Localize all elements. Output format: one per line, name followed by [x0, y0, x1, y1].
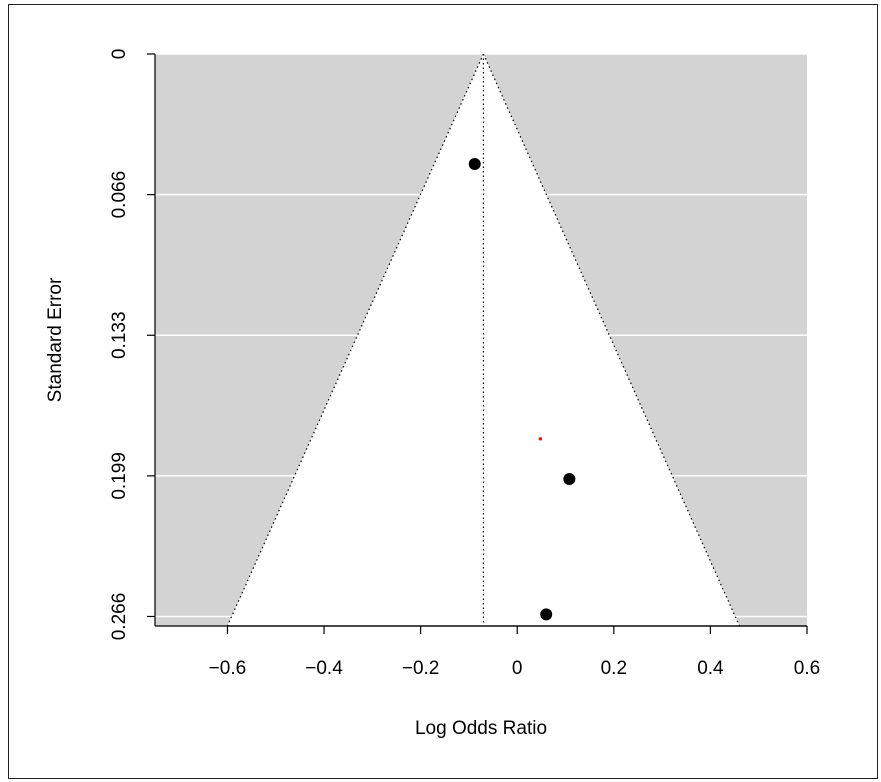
funnel-edge-left	[226, 53, 484, 627]
study-point	[468, 157, 481, 170]
funnel-edge-right	[482, 53, 741, 627]
x-axis-title: Log Odds Ratio	[415, 718, 547, 739]
x-tick-label: 0.6	[794, 658, 820, 679]
y-tick-label: 0.266	[109, 593, 130, 641]
x-tick-label: 0.2	[601, 658, 627, 679]
y-tick-label: 0.066	[109, 171, 130, 219]
x-tick-label: 0.4	[697, 658, 724, 679]
study-point	[540, 608, 553, 621]
funnel-region	[227, 54, 740, 626]
x-axis-ticks: −0.6 −0.4 −0.2 0 0.2 0.4 0.6	[209, 626, 820, 679]
study-points	[468, 157, 576, 621]
x-tick-label: −0.4	[305, 658, 343, 679]
study-point	[563, 473, 576, 486]
y-tick-label: 0.133	[109, 311, 130, 359]
x-tick-label: −0.2	[402, 658, 440, 679]
y-axis-ticks: 0 0.066 0.133 0.199 0.266	[109, 49, 155, 641]
x-tick-label: 0	[512, 658, 523, 679]
y-tick-label: 0	[109, 49, 130, 60]
y-tick-label: 0.199	[109, 452, 130, 500]
y-axis-title: Standard Error	[45, 277, 66, 402]
x-tick-label: −0.6	[209, 658, 247, 679]
imputed-point	[538, 437, 542, 441]
funnel-edges	[226, 53, 741, 627]
